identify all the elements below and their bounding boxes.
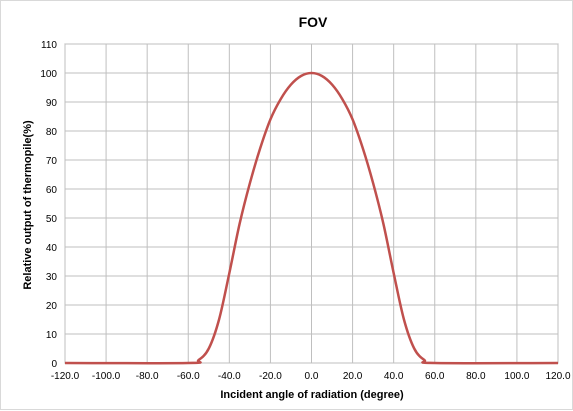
series-layer xyxy=(64,71,559,365)
x-axis-label: Incident angle of radiation (degree) xyxy=(220,389,404,401)
x-tick-label: 80.0 xyxy=(466,371,486,382)
x-tick-label: -100.0 xyxy=(92,371,121,382)
y-tick-label: 90 xyxy=(46,98,58,109)
y-tick-label: 60 xyxy=(46,185,58,196)
grid xyxy=(64,43,559,364)
x-tick-label: -120.0 xyxy=(51,371,80,382)
tick-labels: -120.0 -100.0 -80.0 -60.0 -40.0 -20.0 0.0 20.0 4… xyxy=(40,40,571,382)
chart-title: FOV xyxy=(299,14,328,30)
x-tick-label: -60.0 xyxy=(177,371,200,382)
y-tick-label: 50 xyxy=(46,214,58,225)
y-tick-label: 70 xyxy=(46,156,58,167)
x-tick-label: 60.0 xyxy=(425,371,445,382)
y-tick-label: 0 xyxy=(51,359,57,370)
y-axis-label: Relative output of thermopile(%) xyxy=(22,120,34,290)
x-tick-label: -40.0 xyxy=(218,371,241,382)
y-tick-label: 100 xyxy=(40,69,57,80)
x-tick-label: -80.0 xyxy=(136,371,159,382)
x-tick-label: 0.0 xyxy=(305,371,319,382)
series-line xyxy=(64,71,559,365)
x-tick-label: 100.0 xyxy=(504,371,529,382)
x-tick-label: 40.0 xyxy=(384,371,404,382)
x-tick-label: 20.0 xyxy=(343,371,363,382)
x-tick-label: 120.0 xyxy=(545,371,570,382)
y-tick-label: 20 xyxy=(46,301,58,312)
y-tick-label: 30 xyxy=(46,272,58,283)
y-tick-label: 40 xyxy=(46,243,58,254)
x-tick-label: -20.0 xyxy=(259,371,282,382)
y-tick-label: 10 xyxy=(46,330,58,341)
y-tick-label: 80 xyxy=(46,127,58,138)
y-tick-label: 110 xyxy=(41,40,57,51)
